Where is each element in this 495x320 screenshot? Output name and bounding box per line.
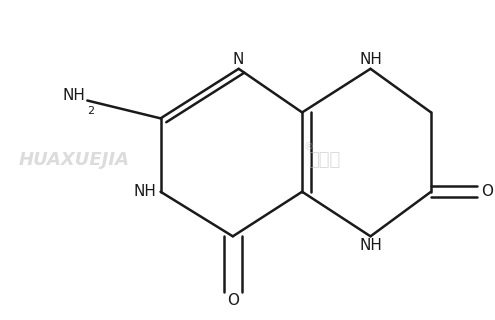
Text: ®: ®	[303, 142, 313, 152]
Text: N: N	[233, 52, 245, 67]
Text: NH: NH	[134, 184, 157, 199]
Text: HUAXUEJIA: HUAXUEJIA	[18, 151, 129, 169]
Text: NH: NH	[62, 88, 85, 103]
Text: NH: NH	[359, 238, 382, 253]
Text: O: O	[227, 293, 239, 308]
Text: 2: 2	[88, 106, 95, 116]
Text: NH: NH	[359, 52, 382, 67]
Text: 化学加: 化学加	[308, 151, 341, 169]
Text: O: O	[481, 184, 493, 199]
